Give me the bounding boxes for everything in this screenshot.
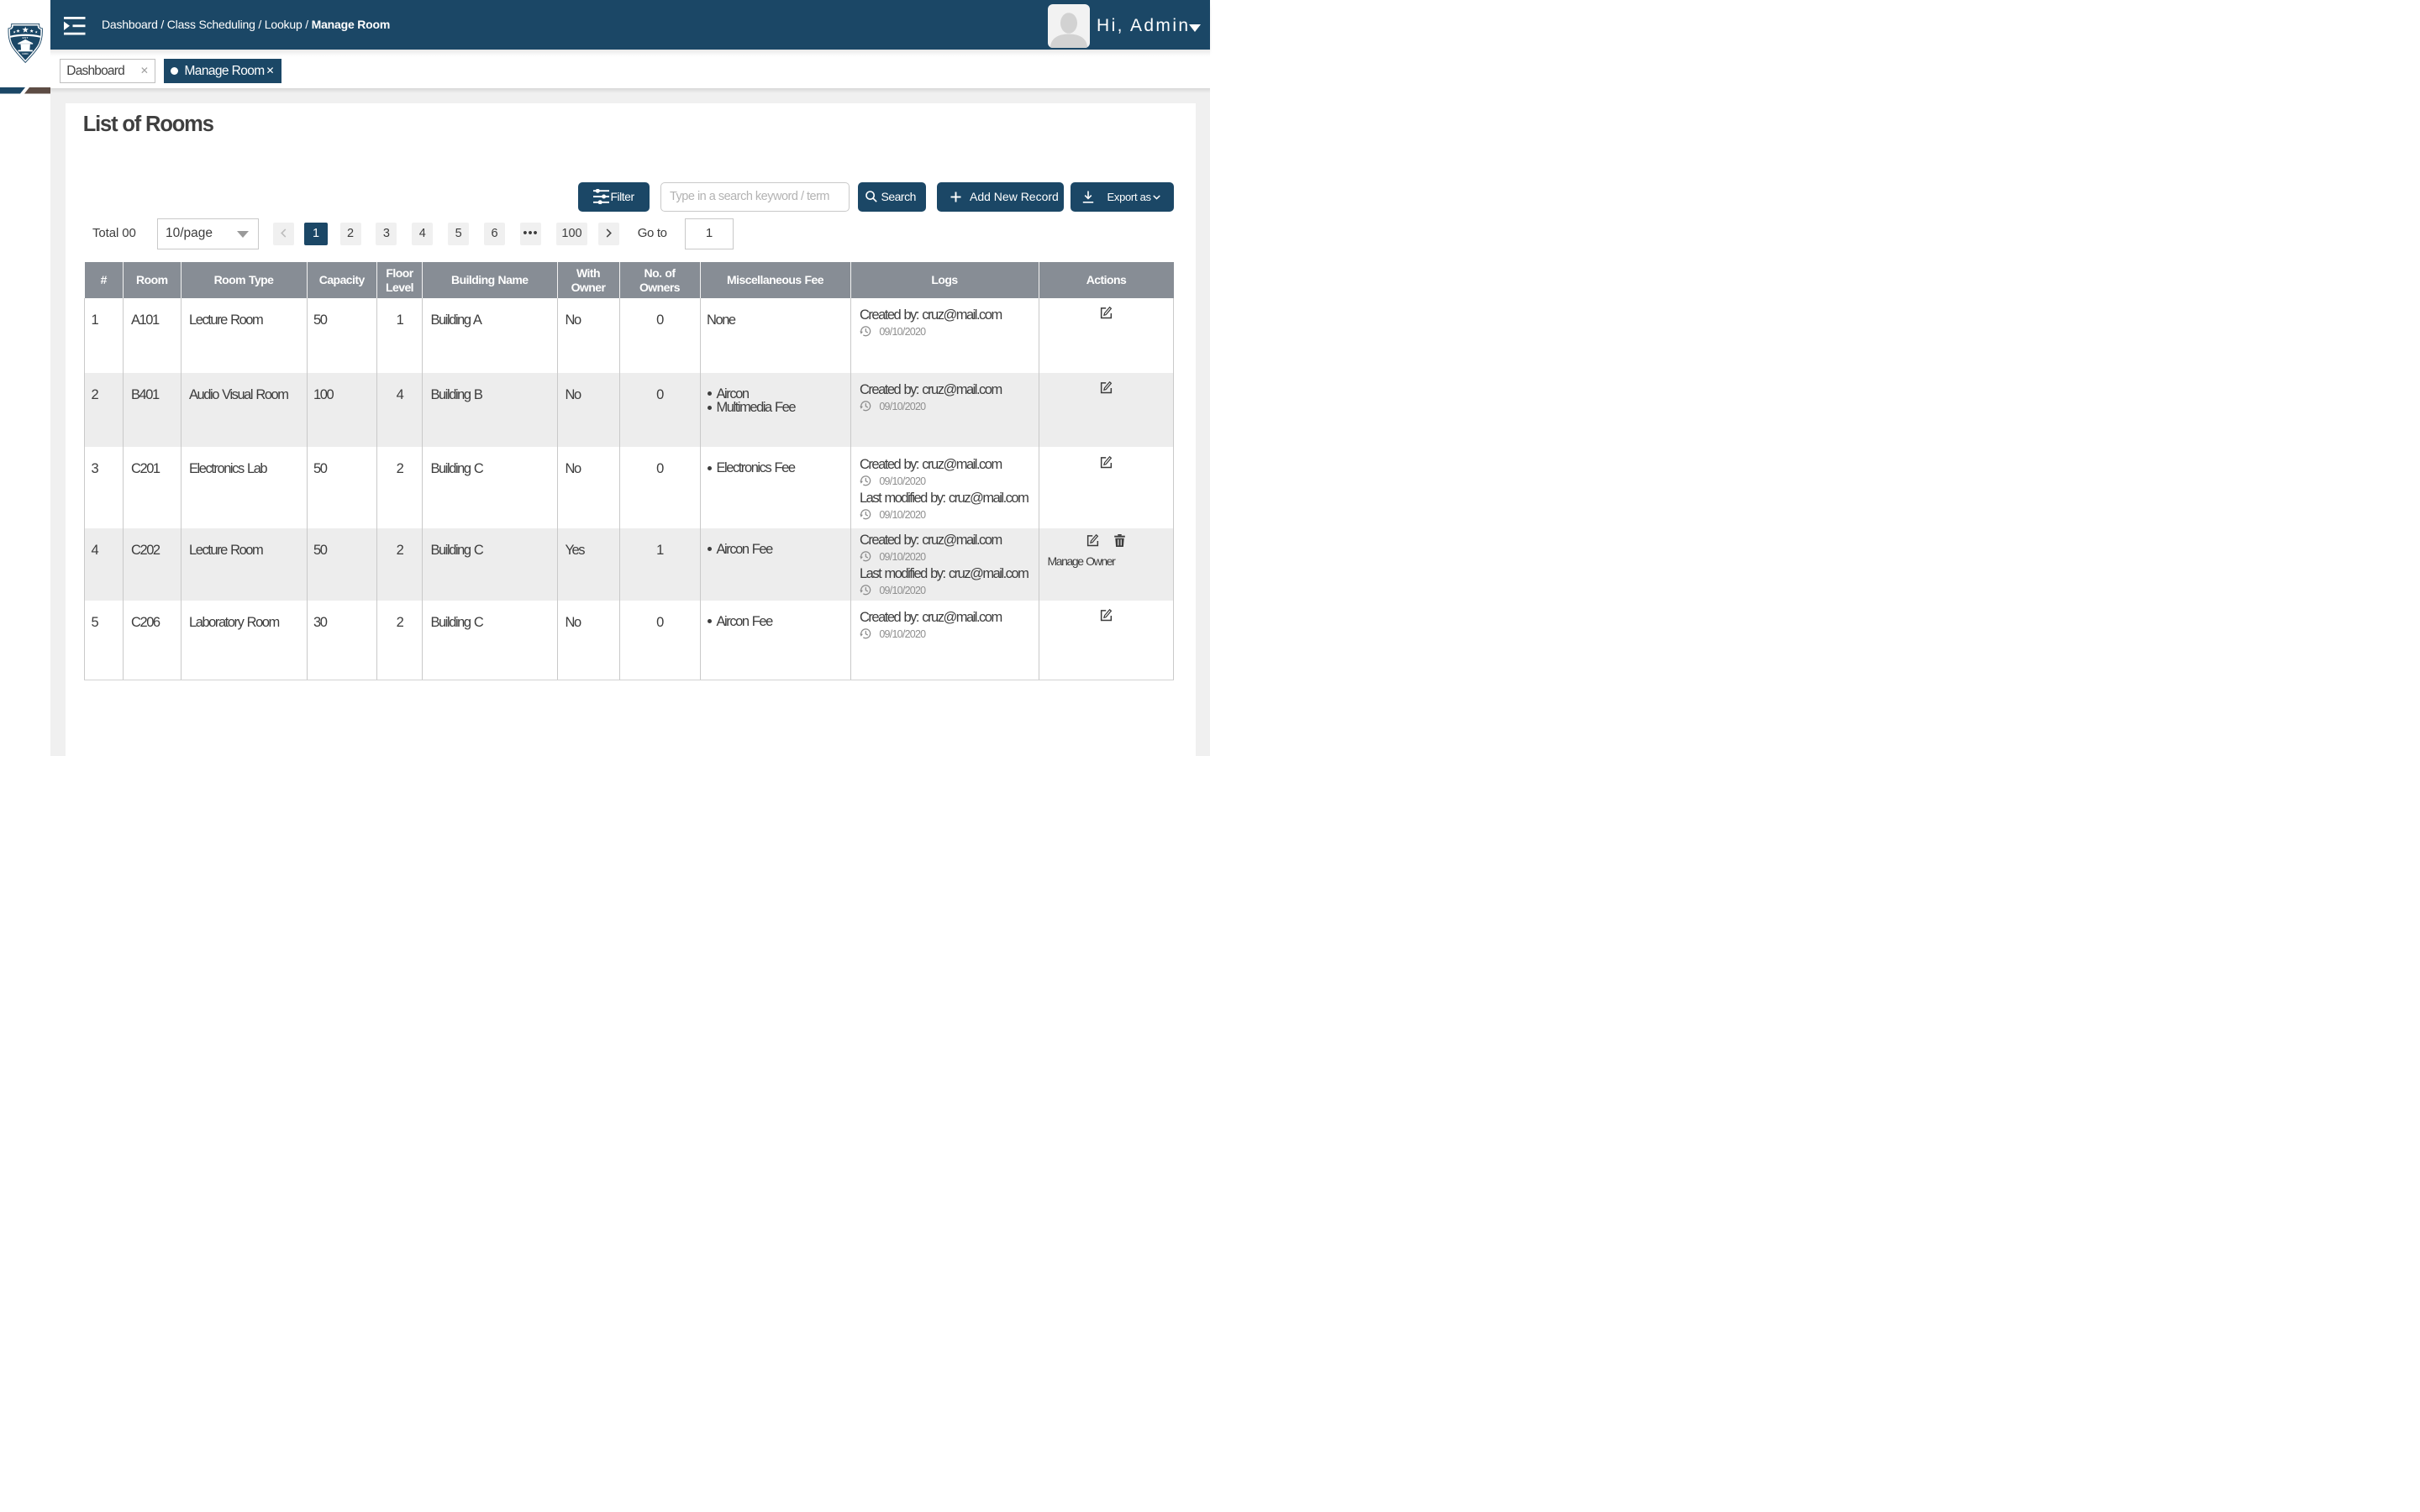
svg-text:1981: 1981 [22, 52, 29, 55]
svg-text:EST: EST [23, 36, 29, 39]
